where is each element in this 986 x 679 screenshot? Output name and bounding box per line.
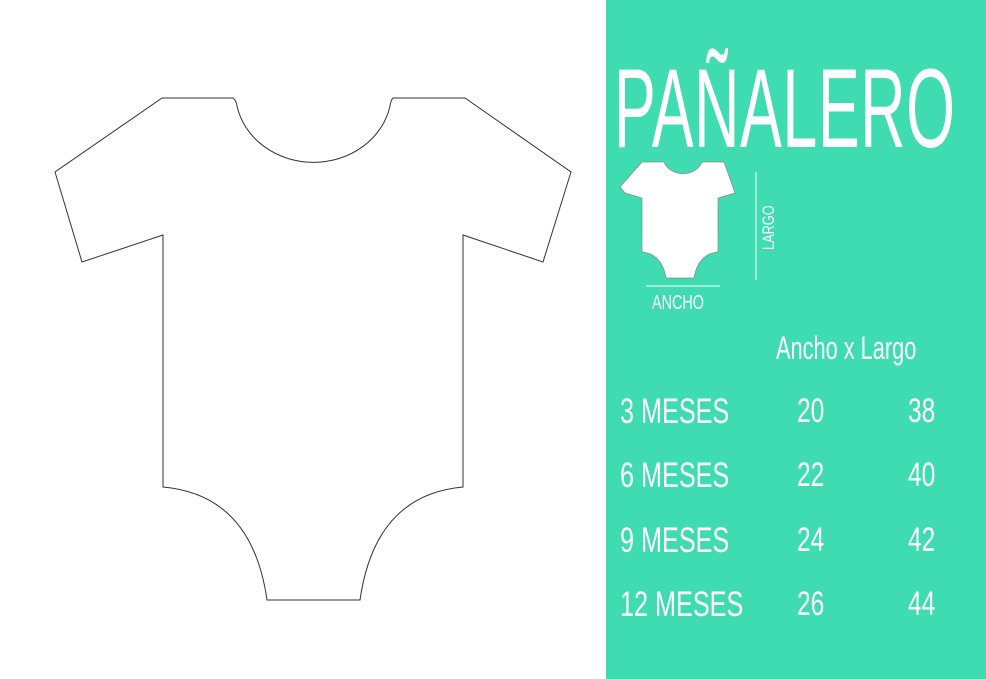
product-title: PAÑALERO — [614, 46, 956, 171]
size-label: 3 MESES — [620, 392, 730, 431]
size-row: 12 MESES 26 44 — [606, 585, 986, 635]
column-header: Ancho x Largo — [776, 330, 917, 366]
width-value: 24 — [797, 521, 825, 559]
length-value: 40 — [908, 456, 936, 494]
width-label: Ancho — [652, 292, 705, 314]
size-label: 9 MESES — [620, 521, 730, 560]
size-label: 12 MESES — [620, 585, 744, 624]
size-chart-panel: PAÑALERO Ancho Largo Ancho x Largo 3 MES… — [606, 0, 986, 679]
length-value: 42 — [908, 521, 936, 559]
length-value: 44 — [908, 585, 936, 623]
width-value: 26 — [797, 585, 825, 623]
length-value: 38 — [908, 392, 936, 430]
onesie-icon — [619, 161, 757, 287]
length-label: Largo — [759, 205, 778, 250]
size-label: 6 MESES — [620, 456, 730, 495]
width-value: 22 — [797, 456, 825, 494]
onesie-outline-illustration — [54, 97, 572, 601]
size-row: 6 MESES 22 40 — [606, 456, 986, 506]
size-row: 3 MESES 20 38 — [606, 392, 986, 442]
width-value: 20 — [797, 392, 825, 430]
size-row: 9 MESES 24 42 — [606, 521, 986, 571]
